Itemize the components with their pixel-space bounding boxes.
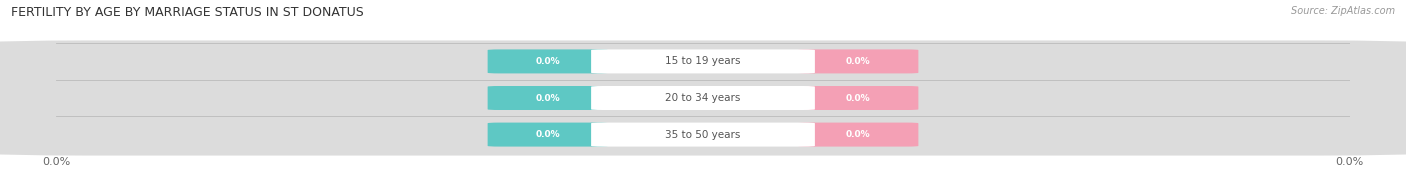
Text: 20 to 34 years: 20 to 34 years — [665, 93, 741, 103]
Text: 0.0%: 0.0% — [536, 130, 560, 139]
FancyBboxPatch shape — [799, 86, 918, 110]
FancyBboxPatch shape — [488, 86, 607, 110]
FancyBboxPatch shape — [488, 49, 607, 74]
FancyBboxPatch shape — [591, 86, 815, 110]
Bar — [56, 43, 1350, 80]
FancyBboxPatch shape — [591, 122, 815, 147]
Text: 0.0%: 0.0% — [846, 93, 870, 103]
Text: FERTILITY BY AGE BY MARRIAGE STATUS IN ST DONATUS: FERTILITY BY AGE BY MARRIAGE STATUS IN S… — [11, 6, 364, 19]
Text: Source: ZipAtlas.com: Source: ZipAtlas.com — [1291, 6, 1395, 16]
Text: 35 to 50 years: 35 to 50 years — [665, 130, 741, 140]
FancyBboxPatch shape — [0, 77, 1406, 119]
FancyBboxPatch shape — [0, 40, 1406, 82]
FancyBboxPatch shape — [799, 49, 918, 74]
Text: 0.0%: 0.0% — [536, 57, 560, 66]
FancyBboxPatch shape — [799, 122, 918, 147]
Text: 15 to 19 years: 15 to 19 years — [665, 56, 741, 66]
Text: 0.0%: 0.0% — [536, 93, 560, 103]
FancyBboxPatch shape — [591, 49, 815, 74]
Text: 0.0%: 0.0% — [846, 57, 870, 66]
Text: 0.0%: 0.0% — [846, 130, 870, 139]
Bar — [56, 80, 1350, 116]
FancyBboxPatch shape — [0, 114, 1406, 156]
FancyBboxPatch shape — [488, 122, 607, 147]
Bar — [56, 116, 1350, 153]
